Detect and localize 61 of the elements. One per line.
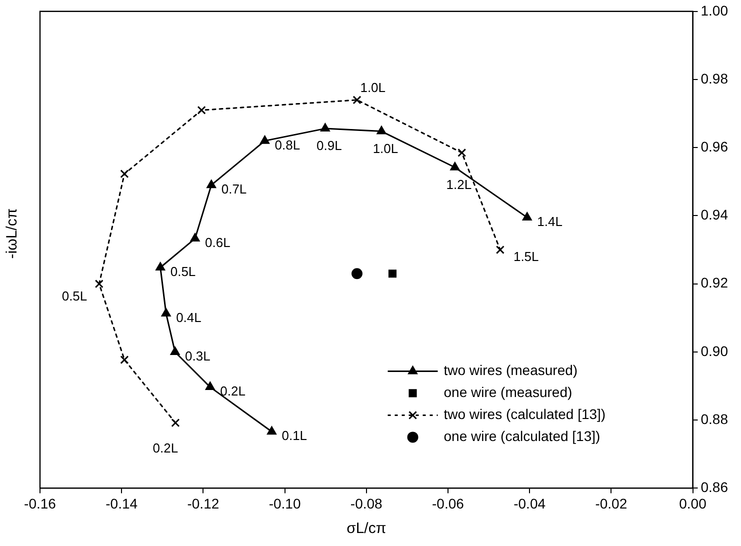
annotation: 1.2L bbox=[446, 176, 472, 192]
point bbox=[156, 262, 166, 271]
annotation: 1.0L bbox=[360, 80, 386, 96]
point bbox=[120, 170, 129, 178]
point bbox=[197, 106, 206, 114]
point bbox=[120, 356, 129, 364]
legend-label: two wires (measured) bbox=[444, 362, 578, 378]
legend-label: one wire (measured) bbox=[444, 384, 572, 400]
annotation: 0.7L bbox=[221, 182, 247, 197]
y-tick-label: 0.92 bbox=[700, 274, 728, 291]
x-tick-label: -0.10 bbox=[268, 495, 301, 512]
annotation: 0.1L bbox=[282, 428, 308, 444]
y-tick-label: 0.94 bbox=[700, 206, 728, 223]
point bbox=[388, 270, 397, 278]
x-tick-label: -0.08 bbox=[350, 495, 383, 512]
annotation: 0.9L bbox=[316, 138, 342, 154]
legend-label: two wires (calculated [13]) bbox=[444, 406, 606, 422]
annotation: 0.2L bbox=[220, 384, 246, 399]
annotation: 0.2L bbox=[152, 440, 178, 456]
point bbox=[522, 212, 532, 220]
x-tick-label: -0.02 bbox=[595, 495, 628, 512]
y-axis-title: -iωL/cπ bbox=[4, 207, 20, 261]
point bbox=[161, 308, 171, 316]
annotation: 1.4L bbox=[537, 214, 562, 230]
point bbox=[94, 280, 104, 288]
annotation: 0.4L bbox=[176, 310, 202, 326]
annotation: 1.0L bbox=[372, 140, 398, 156]
x-tick-label: -0.04 bbox=[514, 495, 546, 512]
point bbox=[351, 268, 362, 280]
point bbox=[450, 162, 460, 170]
point bbox=[205, 382, 215, 390]
y-tick-label: 1.00 bbox=[700, 2, 728, 18]
point bbox=[206, 180, 216, 188]
x-tick-label: 0.00 bbox=[679, 495, 707, 512]
x-tick-label: -0.16 bbox=[24, 495, 56, 512]
point bbox=[496, 246, 504, 254]
legend-label: one wire (calculated [13]) bbox=[444, 428, 600, 444]
y-tick-label: 0.98 bbox=[700, 70, 728, 86]
annotation: 0.5L bbox=[62, 288, 88, 304]
y-tick-label: 0.88 bbox=[700, 410, 728, 427]
point bbox=[190, 233, 200, 242]
annotation: 1.5L bbox=[513, 249, 539, 264]
y-tick-label: 0.86 bbox=[700, 479, 728, 496]
point bbox=[320, 123, 330, 132]
point bbox=[171, 418, 180, 428]
point bbox=[260, 135, 270, 144]
point bbox=[170, 346, 180, 355]
annotation: 0.3L bbox=[185, 348, 210, 364]
x-axis-title: σL/cπ bbox=[346, 520, 386, 538]
point bbox=[376, 126, 386, 134]
y-tick-label: 0.90 bbox=[700, 342, 728, 359]
point bbox=[352, 96, 362, 104]
annotation: 0.5L bbox=[170, 264, 196, 280]
point bbox=[266, 426, 277, 435]
point bbox=[458, 148, 466, 158]
x-tick-label: -0.06 bbox=[432, 495, 464, 512]
annotation: 0.6L bbox=[205, 235, 230, 250]
y-tick-label: 0.96 bbox=[700, 138, 728, 154]
x-tick-label: -0.12 bbox=[187, 495, 220, 512]
x-tick-label: -0.14 bbox=[106, 495, 138, 512]
annotation: 0.8L bbox=[274, 137, 300, 152]
